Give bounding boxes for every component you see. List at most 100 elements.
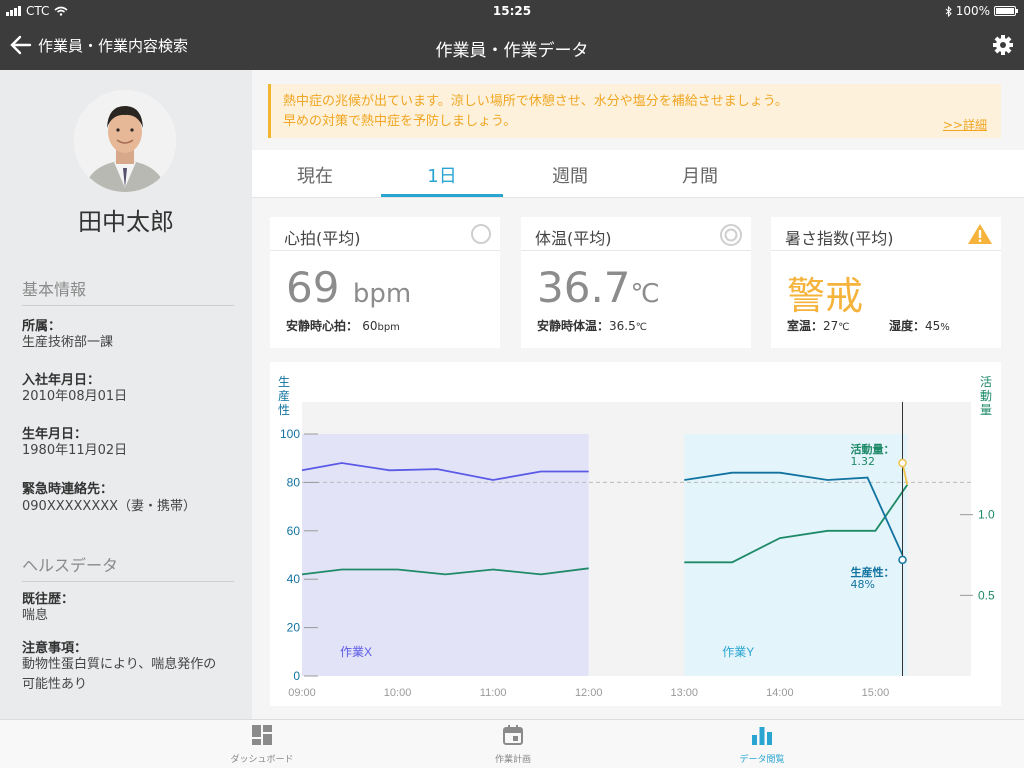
heart-rate-unit: bpm — [352, 279, 412, 309]
page-title: 作業員・作業データ — [435, 41, 589, 61]
tab-work-plan-label: 作業計画 — [494, 755, 531, 765]
x-tick-label: 11:00 — [480, 687, 507, 699]
x-tick-label: 15:00 — [862, 687, 890, 699]
calendar-icon — [503, 725, 523, 745]
work-segment-area — [684, 434, 908, 676]
caution-status-icon — [720, 224, 742, 246]
room-temp-label: 室温： — [787, 319, 824, 333]
battery-icon — [994, 6, 1018, 16]
back-label: 作業員・作業内容検索 — [38, 36, 189, 55]
battery-fill — [996, 8, 1014, 14]
tab-work-plan[interactable]: 作業計画 — [443, 724, 583, 765]
worker-sidebar: 田中太郎 基本情報 所属： 生産技術部一課 入社年月日： 2010年08月01日… — [0, 70, 252, 719]
activity-current-value: 1.32 — [851, 455, 876, 468]
birth-date-label: 生年月日： — [22, 427, 88, 442]
tab-data-view[interactable]: データ閲覧 — [692, 724, 832, 765]
alert-detail-link[interactable]: >>詳細 — [942, 118, 987, 132]
bottom-tab-bar: ダッシュボード 作業計画 データ閲覧 — [0, 719, 1024, 768]
productivity-current-marker — [898, 555, 907, 565]
avatar — [74, 90, 176, 192]
period-tabs: 現在 1日 週間 月間 — [252, 150, 1024, 198]
warning-icon — [968, 224, 992, 244]
left-tick-label: 60 — [287, 524, 301, 538]
nav-bar: 作業員・作業内容検索 作業員・作業データ — [0, 22, 1024, 70]
resting-temp-value: 36.5 — [609, 319, 636, 333]
heat-index-card[interactable]: 暑さ指数(平均) 警戒 室温：27℃ 湿度：45% — [771, 217, 1001, 348]
birth-date-value: 1980年11月02日 — [22, 443, 128, 458]
work-segment-label: 作業X — [340, 645, 372, 659]
left-tick-label: 80 — [287, 475, 301, 489]
left-axis-label: 性 — [278, 403, 290, 417]
series-line — [684, 471, 904, 556]
resting-heart-value: 60 — [362, 319, 378, 333]
productivity-current-value: 48% — [851, 578, 875, 591]
body-temp-card[interactable]: 体温(平均) 36.7℃ 安静時体温：36.5℃ — [521, 217, 751, 348]
resting-temp-unit: ℃ — [635, 322, 647, 333]
gear-icon — [993, 35, 1013, 55]
hire-date-value: 2010年08月01日 — [22, 389, 128, 404]
status-time: 15:25 — [492, 4, 532, 18]
tab-week[interactable]: 週間 — [552, 166, 588, 187]
productivity-chart-card: 作業X 作業Y 100 80 60 40 20 0 1.0 0.5 09:00 10:00 11:00 1… — [270, 362, 1001, 706]
activity-current-marker — [898, 458, 907, 468]
dashboard-icon — [252, 725, 272, 745]
notes-label: 注意事項： — [22, 641, 88, 656]
humidity-label: 湿度： — [889, 319, 926, 333]
x-tick-label: 10:00 — [384, 687, 412, 699]
tab-active-indicator — [381, 194, 503, 197]
alert-line-1: 熱中症の兆候が出ています。涼しい場所で休憩させ、水分や塩分を補給させましょう。 — [283, 94, 788, 109]
left-axis-label: 生 — [278, 375, 290, 389]
room-temp-unit: ℃ — [838, 322, 850, 333]
series-line — [301, 567, 589, 576]
right-axis-label: 活 — [980, 375, 992, 389]
medical-history-value: 喘息 — [22, 608, 49, 623]
heatstroke-alert: 熱中症の兆候が出ています。涼しい場所で休憩させ、水分や塩分を補給させましょう。 … — [268, 84, 1001, 138]
worker-name: 田中太郎 — [78, 208, 174, 236]
heart-rate-card[interactable]: 心拍(平均) 69 bpm 安静時心拍： 60bpm — [270, 217, 500, 348]
productivity-current-label: 生産性： — [851, 565, 895, 579]
tab-now[interactable]: 現在 — [297, 166, 333, 187]
x-tick-label: 14:00 — [766, 687, 794, 699]
x-tick-label: 13:00 — [671, 687, 699, 699]
resting-heart-unit: bpm — [377, 322, 400, 333]
back-arrow-icon — [10, 35, 32, 55]
left-tick-label: 0 — [293, 669, 300, 683]
health-data-title: ヘルスデータ — [22, 552, 234, 582]
work-segment-label: 作業Y — [722, 645, 754, 659]
main-content: 熱中症の兆候が出ています。涼しい場所で休憩させ、水分や塩分を補給させましょう。 … — [252, 70, 1024, 719]
alert-line-2: 早めの対策で熱中症を予防しましょう。 — [283, 114, 517, 129]
humidity-unit: % — [940, 322, 950, 333]
tab-dashboard[interactable]: ダッシュボード — [192, 724, 332, 765]
normal-status-icon — [471, 224, 491, 244]
series-line — [684, 484, 909, 564]
basic-info-title: 基本情報 — [22, 276, 234, 306]
resting-heart-label: 安静時心拍： — [286, 319, 359, 333]
body-temp-unit: ℃ — [630, 279, 660, 309]
back-button[interactable]: 作業員・作業内容検索 — [8, 34, 188, 56]
work-segment-area — [302, 434, 589, 676]
battery-percent: 100% — [955, 4, 990, 18]
tab-day[interactable]: 1日 — [427, 166, 457, 187]
right-tick-label: 1.0 — [978, 508, 995, 522]
left-tick-label: 40 — [287, 572, 301, 586]
notes-value: 動物性蛋白質により、喘息発作の可能性あり — [22, 657, 217, 692]
room-temp-value: 27 — [823, 319, 839, 333]
humidity-value: 45 — [925, 319, 941, 333]
resting-temp-label: 安静時体温： — [537, 319, 610, 333]
tab-data-view-label: データ閲覧 — [739, 755, 785, 765]
hire-date-label: 入社年月日： — [22, 373, 101, 388]
medical-history-label: 既往歴： — [22, 592, 75, 607]
left-tick-label: 20 — [287, 621, 301, 635]
activity-current-label: 活動量： — [851, 442, 895, 456]
right-tick-label: 0.5 — [978, 588, 995, 602]
x-tick-label: 09:00 — [288, 687, 316, 699]
heart-rate-title: 心拍(平均) — [284, 229, 361, 248]
bluetooth-icon — [945, 5, 952, 17]
emergency-contact-label: 緊急時連絡先： — [22, 482, 114, 497]
tab-month[interactable]: 月間 — [682, 166, 718, 187]
left-axis-label: 産 — [278, 388, 290, 403]
body-temp-title: 体温(平均) — [535, 229, 612, 248]
settings-button[interactable] — [992, 34, 1014, 60]
left-tick-label: 100 — [280, 427, 300, 441]
status-bar: CTC 15:25 100% — [0, 0, 1024, 22]
